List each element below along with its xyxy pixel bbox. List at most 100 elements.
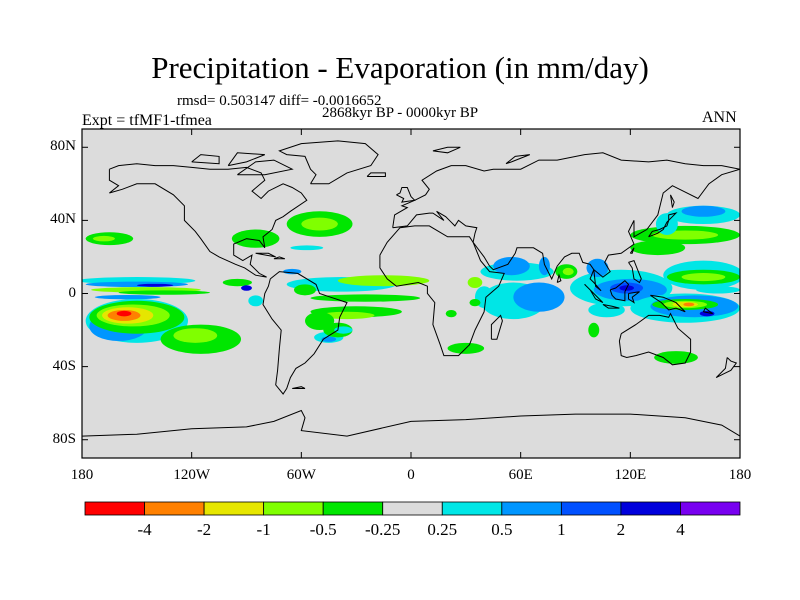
field-patch [588,302,625,318]
lon-tick-label: 180 [70,467,94,483]
coastline [237,159,294,176]
lat-tick-label: 40N [50,211,76,228]
field-patch [118,290,210,295]
colorbar-box [322,501,384,516]
colorbar-label: 4 [676,520,685,539]
colorbar-label: -0.5 [309,520,337,539]
season-label: ANN [702,109,737,126]
field-patch [294,284,316,296]
colorbar-box [203,501,265,516]
field-patch [469,298,481,307]
coastline [255,252,276,258]
colorbar-box [263,501,324,516]
field-patch [655,213,678,236]
coastline [589,269,602,292]
field-patch [586,258,609,278]
coastline [379,225,505,357]
coastline [650,294,686,313]
field-patch [94,294,161,300]
field-patch [654,351,698,364]
lat-tick-label: 80S [52,430,76,447]
coastline [556,273,562,283]
map-title: Precipitation - Evaporation (in mm/day) [151,50,649,85]
colorbar-box [501,501,562,516]
coastline [292,386,306,389]
colorbar-box [620,501,681,516]
coastline [602,304,620,309]
coastline [278,140,379,185]
field-patch [290,245,324,251]
coastline [618,312,692,366]
lon-tick-label: 60W [286,467,316,483]
colorbar-label: 0.5 [491,520,513,539]
lon-tick-label: 0 [407,467,415,483]
field-patch [696,286,740,294]
colorbar-box [144,501,205,516]
coastline [715,357,738,379]
field-patch [116,310,132,317]
colorbar [84,501,741,516]
coastline [505,154,530,165]
field-patch [467,277,483,289]
coastline [273,256,286,260]
field-patch [173,328,218,343]
coastline [108,163,308,278]
field-patch [630,240,686,256]
experiment-label: Expt = tfMF1-tfmea [82,112,212,129]
coastline [82,409,740,437]
colorbar-label: -4 [137,520,152,539]
colorbar-box [560,501,622,516]
lat-tick-label: 0 [68,284,77,301]
coastline [191,154,220,165]
colorbar-box [441,501,503,516]
coastline [628,291,640,304]
stats-text: rmsd= 0.503147 diff= -0.0016652 [177,93,382,109]
field-patch [231,229,280,248]
field-patch [513,282,565,312]
field-patch [85,281,189,288]
tick-layer [81,129,741,458]
field-patch [683,302,695,307]
period-subtitle: 2868kyr BP - 0000kyr BP [322,105,479,121]
field-patch [681,273,726,282]
field-patch [301,217,338,231]
coastline [392,152,740,281]
coastline [648,212,678,238]
coastline [396,187,416,203]
coastline [366,172,386,177]
lat-tick-label: 40S [52,357,76,374]
colorbar-box [84,501,145,516]
coastline [262,271,348,395]
field-patch [588,322,600,338]
field-patch [445,309,457,318]
colorbar-label: 1 [557,520,566,539]
colorbar-label: -2 [196,520,212,539]
lon-tick-label: 60E [508,467,533,483]
lat-tick-label: 80N [50,138,76,155]
colorbar-label: -0.25 [365,520,401,539]
coastline [584,284,604,304]
colorbar-box [680,501,741,516]
field-patch [92,235,115,242]
lon-tick-label: 120E [614,467,647,483]
coastline [702,307,713,315]
coastline [609,280,630,302]
field-patch [136,283,174,287]
field-patch [319,311,375,320]
coastline [629,247,635,254]
field-patch [337,275,430,287]
colorbar-label: 2 [616,520,626,539]
lon-tick-label: 120W [173,467,210,483]
colorbar-label: -1 [256,520,271,539]
coastline [670,194,675,208]
coastline-layer [82,140,740,437]
colorbar-label: 0.25 [427,520,458,539]
field-patch [493,256,530,276]
field-patch [241,285,252,291]
field-patch [681,205,726,217]
coastline [628,259,642,284]
field-patch [562,267,574,276]
field-patch [334,326,353,334]
lon-tick-label: 180 [728,467,752,483]
